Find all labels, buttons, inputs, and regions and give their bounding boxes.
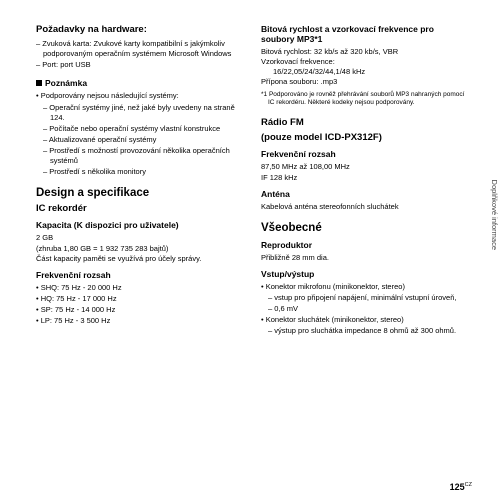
- mp3-line: 16/22,05/24/32/44,1/48 kHz: [261, 67, 468, 77]
- io-list: Konektor mikrofonu (minikonektor, stereo…: [261, 282, 468, 292]
- spk-line: Přibližně 28 mm dia.: [261, 253, 468, 263]
- ant-line: Kabelová anténa stereofonních sluchátek: [261, 202, 468, 212]
- cap-line: 2 GB: [36, 233, 243, 243]
- mp3-line: Bitová rychlost: 32 kb/s až 320 kb/s, VB…: [261, 47, 468, 57]
- list-item: SP: 75 Hz - 14 000 Hz: [36, 305, 243, 315]
- list-item: HQ: 75 Hz - 17 000 Hz: [36, 294, 243, 304]
- frange-heading: Frekvenční rozsah: [261, 149, 468, 159]
- list-item: LP: 75 Hz - 3 500 Hz: [36, 316, 243, 326]
- page-number: 125CZ: [450, 482, 472, 492]
- side-tab-label: Doplňkové informace: [490, 180, 499, 250]
- list-item: Aktualizované operační systémy: [43, 135, 243, 145]
- list-item: Konektor sluchátek (minikonektor, stereo…: [261, 315, 468, 325]
- ic-heading: IC rekordér: [36, 203, 243, 214]
- note-list: Podporovány nejsou následující systémy:: [36, 91, 243, 101]
- page-num-value: 125: [450, 482, 465, 492]
- page-num-sup: CZ: [465, 482, 472, 488]
- footnote: *1 Podporováno je rovněž přehrávání soub…: [261, 91, 468, 108]
- speaker-heading: Reproduktor: [261, 240, 468, 250]
- freq-heading: Frekvenční rozsah: [36, 270, 243, 280]
- hardware-heading: Požadavky na hardware:: [36, 24, 243, 35]
- hw-list: Zvuková karta: Zvukové karty kompatibiln…: [36, 39, 243, 70]
- freq-list: SHQ: 75 Hz - 20 000 Hz HQ: 75 Hz - 17 00…: [36, 283, 243, 327]
- mp3-heading: Bitová rychlost a vzorkovací frekvence p…: [261, 24, 468, 44]
- list-item: výstup pro sluchátka impedance 8 ohmů až…: [268, 326, 468, 336]
- cap-line: (zhruba 1,80 GB = 1 932 735 283 bajtů): [36, 244, 243, 254]
- list-item: 0,6 mV: [268, 304, 468, 314]
- frange-line: IF 128 kHz: [261, 173, 468, 183]
- list-item: Operační systémy jiné, než jaké byly uve…: [43, 103, 243, 123]
- io-list2: Konektor sluchátek (minikonektor, stereo…: [261, 315, 468, 325]
- list-item: vstup pro připojení napájení, minimální …: [268, 293, 468, 303]
- design-heading: Design a specifikace: [36, 187, 243, 199]
- mp3-line: Přípona souboru: .mp3: [261, 77, 468, 87]
- list-item: SHQ: 75 Hz - 20 000 Hz: [36, 283, 243, 293]
- general-heading: Všeobecné: [261, 222, 468, 234]
- note-heading: Poznámka: [36, 78, 243, 88]
- capacity-heading: Kapacita (K dispozici pro uživatele): [36, 220, 243, 230]
- square-icon: [36, 80, 42, 86]
- note-sublist: Operační systémy jiné, než jaké byly uve…: [36, 103, 243, 178]
- radio-heading: Rádio FM: [261, 117, 468, 128]
- list-item: Konektor mikrofonu (minikonektor, stereo…: [261, 282, 468, 292]
- list-item: Podporovány nejsou následující systémy:: [36, 91, 243, 101]
- list-item: Počítače nebo operační systémy vlastní k…: [43, 124, 243, 134]
- mp3-line: Vzorkovací frekvence:: [261, 57, 468, 67]
- list-item: Port: port USB: [36, 60, 243, 70]
- list-item: Prostředí s možností provozování několik…: [43, 146, 243, 166]
- io1-sublist: vstup pro připojení napájení, minimální …: [261, 293, 468, 314]
- cap-line: Část kapacity paměti se využívá pro účel…: [36, 254, 243, 264]
- radio-subheading: (pouze model ICD-PX312F): [261, 132, 468, 143]
- io2-sublist: výstup pro sluchátka impedance 8 ohmů až…: [261, 326, 468, 336]
- io-heading: Vstup/výstup: [261, 269, 468, 279]
- list-item: Zvuková karta: Zvukové karty kompatibiln…: [36, 39, 243, 59]
- frange-line: 87,50 MHz až 108,00 MHz: [261, 162, 468, 172]
- note-label: Poznámka: [45, 78, 87, 88]
- antenna-heading: Anténa: [261, 189, 468, 199]
- list-item: Prostředí s několika monitory: [43, 167, 243, 177]
